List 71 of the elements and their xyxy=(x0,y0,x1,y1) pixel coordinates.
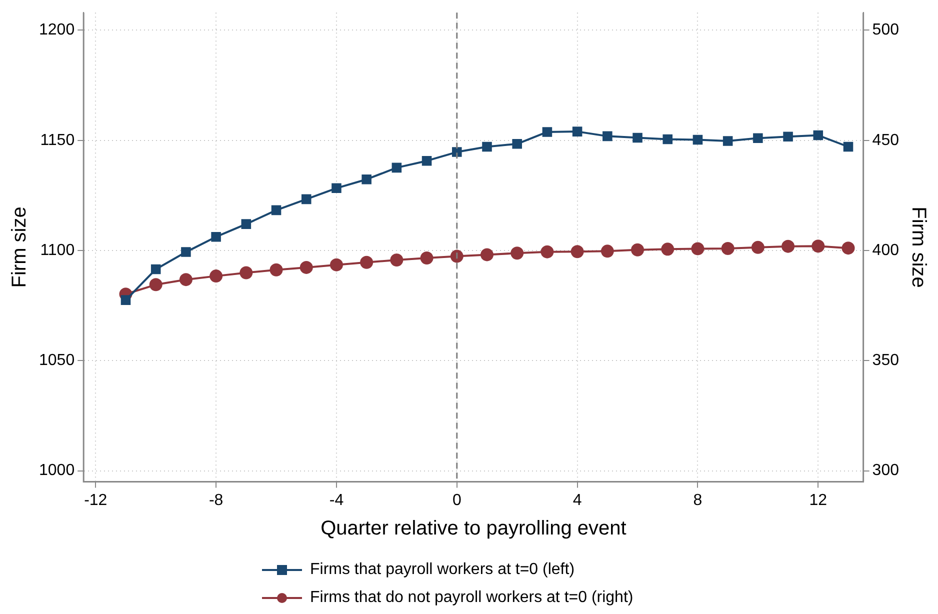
point xyxy=(480,248,494,262)
point xyxy=(332,183,342,194)
x-tick-label: 4 xyxy=(572,492,582,509)
y2-tick-label: 500 xyxy=(872,22,900,39)
point xyxy=(540,245,554,258)
point xyxy=(362,174,372,184)
point xyxy=(330,258,343,272)
point xyxy=(782,240,795,253)
point xyxy=(602,131,612,142)
point xyxy=(120,295,131,305)
point xyxy=(271,205,282,216)
y2-tick-label: 450 xyxy=(872,132,900,149)
x-axis-title: Quarter relative to payrolling event xyxy=(320,518,627,540)
point xyxy=(181,247,191,257)
point xyxy=(570,245,584,258)
point xyxy=(842,242,855,255)
point xyxy=(241,219,252,229)
point xyxy=(482,142,492,152)
point xyxy=(301,194,312,204)
y2-tick-label: 400 xyxy=(872,242,900,259)
point xyxy=(751,240,764,254)
point xyxy=(662,134,673,144)
point xyxy=(149,278,162,292)
x-tick-label: -8 xyxy=(208,492,224,509)
point xyxy=(812,240,825,253)
y2-tick-label: 350 xyxy=(872,352,900,370)
point xyxy=(512,139,522,149)
point xyxy=(179,273,192,286)
point xyxy=(632,132,642,143)
point xyxy=(422,156,432,166)
point xyxy=(721,242,734,256)
x-tick-label: -4 xyxy=(329,492,344,509)
y-tick-label: 1000 xyxy=(39,462,75,480)
y-tick-label: 1200 xyxy=(39,22,75,39)
legend-label: Firms that payroll workers at t=0 (left) xyxy=(310,561,575,579)
point xyxy=(150,264,161,274)
legend-label: Firms that do not payroll workers at t=0 (right) xyxy=(310,589,634,607)
point xyxy=(452,147,462,157)
y2-tick-label: 300 xyxy=(872,462,900,480)
y2-axis-title: Firm size xyxy=(907,206,930,288)
point xyxy=(211,232,221,242)
point xyxy=(240,266,253,280)
point xyxy=(843,142,854,152)
point xyxy=(813,130,824,140)
point xyxy=(510,246,524,260)
y-tick-label: 1100 xyxy=(40,242,75,259)
point xyxy=(210,270,223,283)
y-axis-title: Firm size xyxy=(8,206,31,288)
point xyxy=(572,126,582,136)
point xyxy=(600,244,614,258)
point xyxy=(722,136,733,146)
point xyxy=(300,260,313,274)
x-tick-label: -12 xyxy=(84,492,108,509)
point xyxy=(392,162,402,173)
point xyxy=(450,250,464,263)
point xyxy=(390,253,404,266)
x-tick-label: 8 xyxy=(693,492,702,509)
point xyxy=(360,256,374,269)
point xyxy=(661,242,674,256)
y-tick-label: 1150 xyxy=(40,132,75,149)
y-tick-label: 1050 xyxy=(39,352,75,370)
point xyxy=(753,133,763,144)
point xyxy=(420,251,434,264)
point xyxy=(270,263,283,276)
x-tick-label: 12 xyxy=(809,492,828,509)
point xyxy=(691,242,704,256)
point xyxy=(783,132,793,142)
point xyxy=(542,127,552,137)
point xyxy=(631,243,644,256)
point xyxy=(692,134,703,145)
x-tick-label: 0 xyxy=(452,492,462,509)
